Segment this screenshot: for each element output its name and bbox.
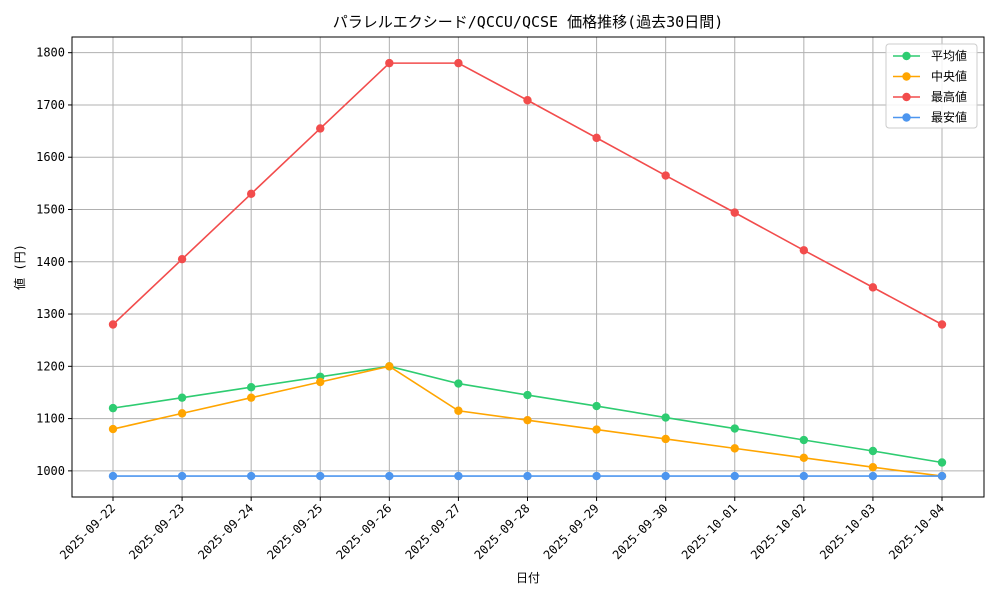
data-point <box>937 458 947 467</box>
legend-label: 平均値 <box>931 48 967 63</box>
data-point <box>592 425 601 434</box>
data-point <box>799 453 809 462</box>
legend-label: 中央値 <box>931 69 967 84</box>
data-point <box>454 406 463 415</box>
x-tick-label: 2025-10-04 <box>886 501 947 562</box>
data-point <box>592 471 601 481</box>
x-tick-label: 2025-09-26 <box>333 501 394 562</box>
data-point <box>454 471 463 481</box>
y-tick-label: 1200 <box>36 359 65 373</box>
series-layer <box>108 58 947 481</box>
y-tick-label: 1000 <box>36 464 65 478</box>
legend-marker <box>902 92 911 102</box>
y-tick-label: 1100 <box>36 412 65 426</box>
y-tick-label: 1600 <box>36 150 65 164</box>
data-point <box>661 434 670 444</box>
y-tick-label: 1300 <box>36 307 65 321</box>
data-point <box>385 471 394 481</box>
data-point <box>661 171 670 180</box>
legend-box <box>885 43 978 129</box>
data-point <box>385 58 394 68</box>
x-tick-label: 2025-09-23 <box>126 501 187 562</box>
data-point <box>385 362 394 371</box>
data-point <box>316 471 325 481</box>
data-point <box>592 401 601 411</box>
y-tick-label: 1700 <box>36 98 65 112</box>
data-point <box>592 133 601 143</box>
grid <box>72 37 984 497</box>
data-point <box>177 409 187 418</box>
data-point <box>799 435 809 445</box>
x-tick-label: 2025-09-27 <box>403 501 464 562</box>
data-point <box>730 424 739 433</box>
data-point <box>868 283 878 292</box>
legend-label: 最安値 <box>931 110 967 125</box>
data-point <box>108 424 118 434</box>
x-axis-label: 日付 <box>516 571 540 585</box>
y-tick-label: 1800 <box>36 46 65 60</box>
data-point <box>108 320 118 329</box>
y-tick-label: 1400 <box>36 255 65 269</box>
x-tick-label: 2025-09-24 <box>195 501 256 562</box>
y-ticks: 1000 1100 1200 1300 1400 1500 1600 1700 1800 <box>36 46 72 478</box>
legend-label: 最高値 <box>931 89 967 104</box>
data-point <box>246 471 256 481</box>
x-tick-label: 2025-09-30 <box>610 501 671 562</box>
data-point <box>730 208 739 217</box>
legend-entry: 平均値 <box>893 48 967 63</box>
chart-title: パラレルエクシード/QCCU/QCSE 価格推移(過去30日間) <box>333 13 723 31</box>
data-point <box>868 471 878 481</box>
data-point <box>730 444 739 453</box>
data-point <box>523 471 532 481</box>
y-axis-label: 値 (円) <box>12 244 27 290</box>
data-point <box>661 471 670 481</box>
data-point <box>177 254 187 264</box>
data-point <box>730 471 739 481</box>
series-3 <box>108 471 947 481</box>
series-2 <box>108 58 947 329</box>
data-point <box>523 96 532 105</box>
data-point <box>868 446 878 456</box>
legend-entry: 中央値 <box>893 69 967 84</box>
legend-marker <box>902 72 911 81</box>
data-point <box>868 463 878 472</box>
data-point <box>454 58 463 68</box>
legend-marker <box>902 113 911 122</box>
data-point <box>246 189 256 199</box>
data-point <box>316 124 325 133</box>
x-tick-label: 2025-09-22 <box>57 501 118 562</box>
data-point <box>937 471 947 481</box>
data-point <box>799 246 809 255</box>
x-tick-label: 2025-10-03 <box>817 501 878 562</box>
series-1 <box>108 362 947 481</box>
x-ticks: 2025-09-22 2025-09-23 2025-09-24 2025-09-25… <box>57 497 947 562</box>
x-tick-label: 2025-10-02 <box>748 501 809 562</box>
data-point <box>523 390 532 400</box>
legend-marker <box>902 51 911 61</box>
x-tick-label: 2025-10-01 <box>679 501 740 562</box>
data-point <box>523 415 532 425</box>
data-point <box>937 320 947 329</box>
x-tick-label: 2025-09-29 <box>541 501 602 562</box>
data-point <box>246 383 256 392</box>
data-point <box>177 393 187 402</box>
legend-entry: 最安値 <box>893 110 967 125</box>
data-point <box>316 377 325 387</box>
data-point <box>661 413 670 422</box>
data-point <box>177 471 187 481</box>
data-point <box>108 403 118 413</box>
data-point <box>246 393 256 402</box>
x-tick-label: 2025-09-25 <box>264 501 325 562</box>
x-tick-label: 2025-09-28 <box>472 501 533 562</box>
legend-entry: 最高値 <box>893 89 967 104</box>
data-point <box>108 471 118 481</box>
data-point <box>454 379 463 388</box>
data-point <box>799 471 809 481</box>
y-tick-label: 1500 <box>36 203 65 217</box>
